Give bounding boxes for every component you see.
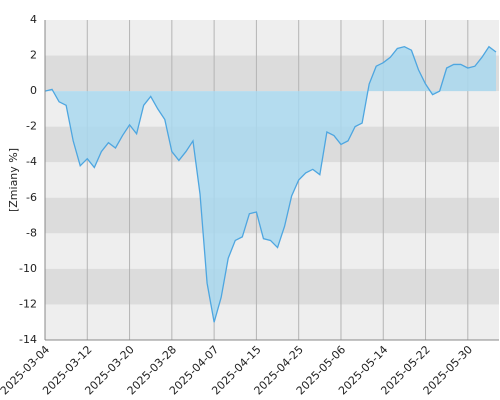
y-axis-label: [Zmiany %] — [7, 148, 20, 212]
line — [44, 45, 497, 323]
y-tick-label: -14 — [19, 333, 37, 346]
y-tick-label: 0 — [30, 84, 37, 97]
y-tick-label: -10 — [19, 262, 37, 275]
grid-band — [45, 268, 499, 305]
y-tick-label: -8 — [26, 226, 37, 239]
y-tick-label: -6 — [26, 191, 37, 204]
y-tick-label: -12 — [19, 297, 37, 310]
y-tick-label: -4 — [26, 155, 37, 168]
y-tick-label: -2 — [26, 120, 37, 133]
grid-band — [45, 55, 499, 92]
grid-band — [45, 20, 499, 56]
grid-band — [45, 304, 499, 340]
area — [45, 46, 496, 323]
y-tick-label: 2 — [30, 49, 37, 62]
y-tick-label: 4 — [30, 13, 37, 26]
